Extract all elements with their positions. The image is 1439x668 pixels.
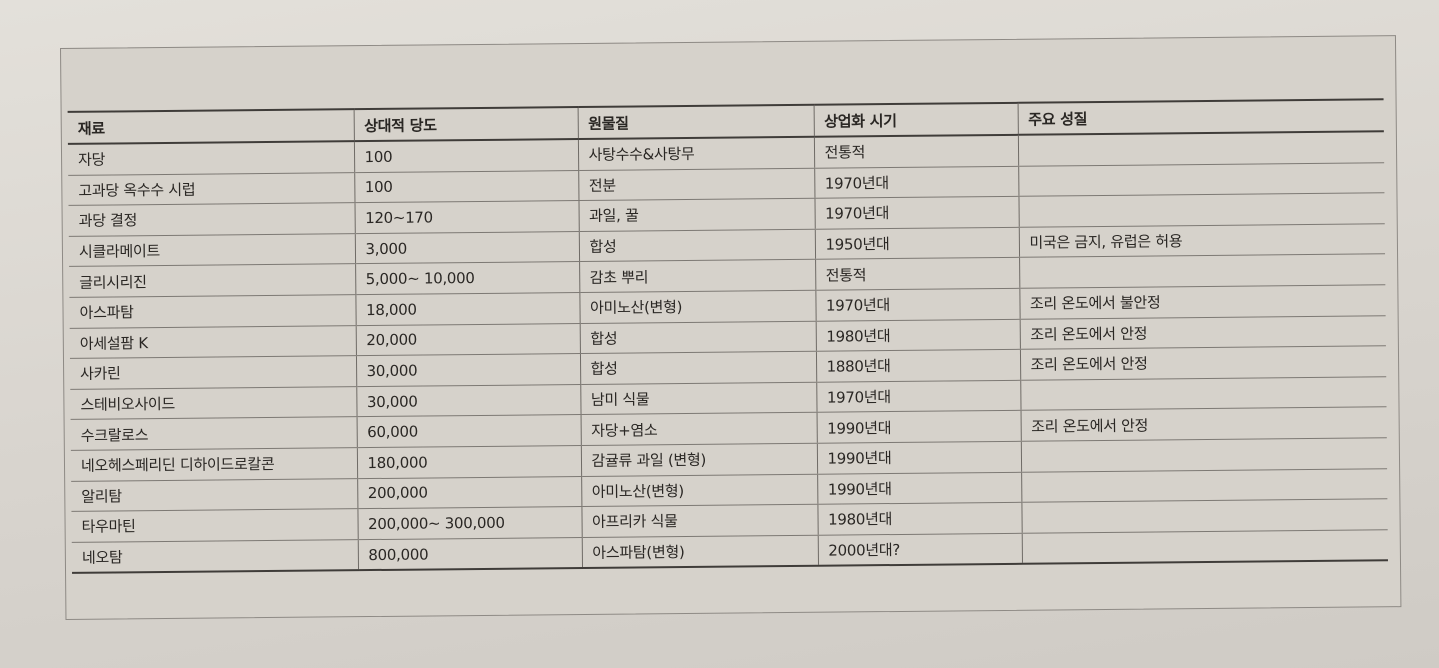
sweetness-cell: 3,000 (354, 231, 580, 265)
period-cell: 1880년대 (815, 349, 1021, 383)
source-cell: 자당+염소 (580, 412, 817, 446)
sweetness-cell: 100 (353, 139, 579, 173)
sweetness-cell: 200,000~ 300,000 (357, 506, 582, 540)
sweetness-cell: 30,000 (355, 353, 581, 387)
sweetener-table: 재료 상대적 당도 원물질 상업화 시기 주요 성질 자당 100 사탕수수&사탕무… (67, 98, 1388, 574)
period-cell: 1950년대 (814, 227, 1020, 260)
period-cell: 1970년대 (815, 288, 1020, 321)
sweetness-cell: 800,000 (357, 537, 583, 571)
period-cell: 1980년대 (817, 502, 1022, 535)
property-cell (1017, 131, 1385, 166)
source-cell: 전분 (578, 167, 815, 201)
source-cell: 아미노산(변형) (579, 290, 816, 324)
source-cell: 합성 (578, 229, 816, 262)
material-cell: 수크랄로스 (70, 417, 357, 451)
property-cell: 조리 온도에서 안정 (1019, 345, 1387, 381)
property-cell (1018, 192, 1385, 228)
sweetness-cell: 20,000 (355, 323, 580, 356)
header-material: 재료 (67, 109, 354, 144)
source-cell: 합성 (579, 320, 816, 354)
period-cell: 1980년대 (815, 318, 1020, 352)
header-relative-sweetness: 상대적 당도 (353, 107, 578, 142)
sweetness-cell: 200,000 (357, 476, 582, 509)
property-cell: 미국은 금지, 유럽은 허용 (1018, 223, 1386, 258)
material-cell: 고과당 옥수수 시럽 (68, 172, 355, 206)
period-cell: 1970년대 (814, 165, 1019, 199)
header-source: 원물질 (577, 104, 814, 140)
material-cell: 아세설팜 K (69, 325, 356, 359)
header-commercialization: 상업화 시기 (813, 102, 1018, 137)
sweetness-cell: 30,000 (356, 384, 581, 418)
property-cell: 조리 온도에서 불안정 (1019, 284, 1386, 319)
material-cell: 알리탐 (71, 478, 358, 512)
property-cell: 조리 온도에서 안정 (1020, 407, 1387, 442)
material-cell: 아스파탐 (69, 294, 356, 328)
material-cell: 네오탐 (71, 539, 359, 574)
material-cell: 네오헤스페리딘 디하이드로칼콘 (70, 447, 358, 481)
material-cell: 과당 결정 (68, 202, 355, 237)
property-cell (1021, 529, 1388, 565)
sweetness-cell: 60,000 (356, 414, 581, 448)
source-cell: 남미 식물 (580, 382, 817, 415)
material-cell: 타우마틴 (71, 508, 358, 543)
source-cell: 합성 (579, 351, 817, 385)
period-cell: 1990년대 (817, 471, 1022, 505)
source-cell: 아스파탐(변형) (581, 534, 819, 569)
property-cell (1020, 376, 1387, 411)
property-cell: 조리 온도에서 안정 (1019, 315, 1386, 350)
period-cell: 1990년대 (816, 410, 1021, 444)
property-cell (1021, 498, 1388, 534)
sweetness-cell: 100 (354, 170, 579, 203)
property-cell (1019, 254, 1386, 289)
table-frame: 재료 상대적 당도 원물질 상업화 시기 주요 성질 자당 100 사탕수수&사탕무… (60, 35, 1402, 620)
material-cell: 시클라메이트 (68, 233, 356, 267)
sweetness-cell: 18,000 (355, 292, 580, 326)
period-cell: 1970년대 (814, 196, 1019, 230)
sweetness-cell: 180,000 (356, 445, 582, 479)
source-cell: 아프리카 식물 (581, 504, 818, 538)
period-cell: 전통적 (815, 257, 1020, 291)
header-properties: 주요 성질 (1017, 99, 1384, 135)
source-cell: 사탕수수&사탕무 (577, 136, 815, 171)
period-cell: 1990년대 (816, 441, 1022, 474)
material-cell: 스테비오사이드 (70, 386, 357, 420)
table-body: 자당 100 사탕수수&사탕무 전통적 고과당 옥수수 시럽 100 전분 1970년대 과당 … (67, 131, 1388, 574)
material-cell: 글리시리진 (69, 264, 356, 298)
source-cell: 감귤류 과일 (변형) (580, 443, 818, 477)
material-cell: 자당 (67, 141, 355, 176)
period-cell: 1970년대 (816, 380, 1021, 413)
period-cell: 2000년대? (817, 533, 1022, 567)
property-cell (1018, 162, 1385, 197)
property-cell (1020, 437, 1388, 472)
source-cell: 감초 뿌리 (579, 259, 816, 293)
sweetness-cell: 120~170 (354, 200, 579, 234)
sweetness-cell: 5,000~ 10,000 (355, 261, 580, 295)
material-cell: 사카린 (69, 355, 357, 390)
source-cell: 아미노산(변형) (581, 473, 818, 507)
period-cell: 전통적 (813, 134, 1019, 168)
source-cell: 과일, 꿀 (578, 198, 815, 232)
property-cell (1021, 468, 1388, 503)
